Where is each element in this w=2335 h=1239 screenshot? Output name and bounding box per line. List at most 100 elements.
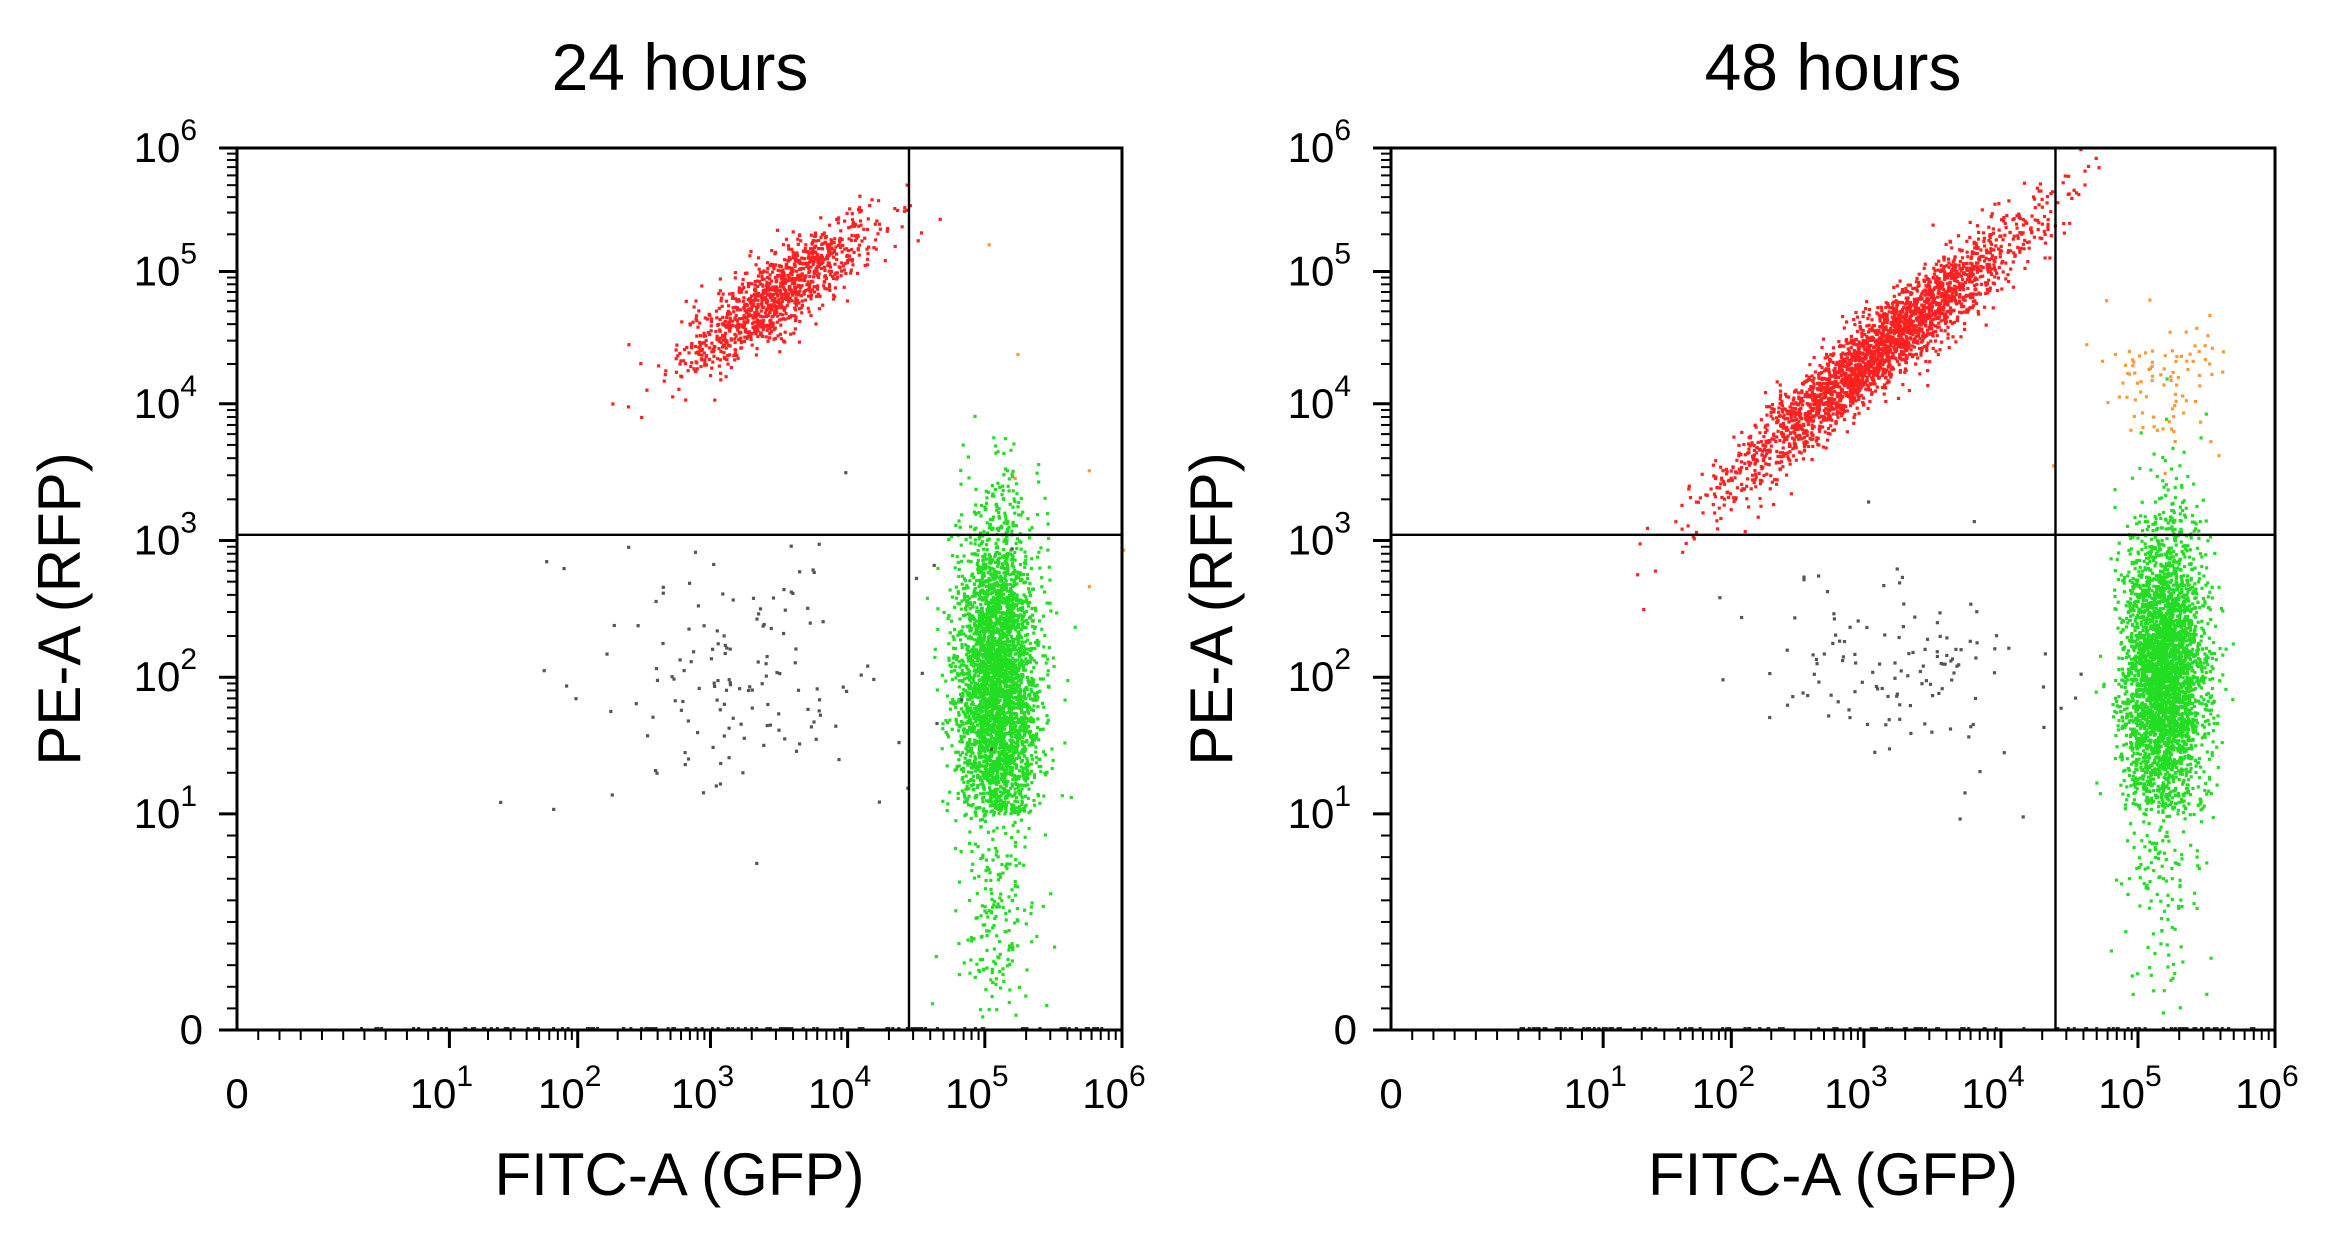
data-point bbox=[936, 607, 940, 611]
data-point bbox=[694, 317, 698, 321]
data-point bbox=[734, 334, 738, 338]
data-point bbox=[1030, 683, 1035, 687]
data-point bbox=[857, 206, 862, 210]
data-point bbox=[835, 275, 839, 279]
data-point bbox=[790, 290, 794, 294]
data-point bbox=[989, 738, 993, 742]
data-point bbox=[1000, 772, 1004, 776]
data-point bbox=[973, 743, 977, 747]
data-point bbox=[1004, 518, 1008, 522]
data-point bbox=[827, 282, 831, 287]
data-point bbox=[710, 341, 714, 345]
data-point bbox=[978, 662, 982, 666]
data-point bbox=[985, 767, 989, 771]
data-point bbox=[994, 914, 998, 919]
data-point bbox=[810, 255, 814, 259]
data-point bbox=[717, 346, 721, 351]
data-point bbox=[981, 653, 985, 657]
data-point bbox=[975, 774, 980, 779]
data-point bbox=[1014, 864, 1018, 868]
data-point bbox=[1032, 631, 1036, 635]
data-point bbox=[990, 967, 994, 971]
data-point bbox=[1039, 546, 1043, 550]
data-point bbox=[775, 320, 779, 324]
data-point bbox=[958, 692, 963, 696]
data-point bbox=[970, 574, 974, 578]
data-point bbox=[1018, 733, 1022, 737]
data-point bbox=[996, 557, 1001, 561]
data-point bbox=[1006, 779, 1010, 784]
data-point bbox=[1018, 810, 1022, 814]
data-point bbox=[951, 656, 956, 660]
data-point bbox=[985, 865, 989, 869]
data-point bbox=[763, 296, 767, 300]
data-point bbox=[765, 270, 769, 274]
data-point bbox=[967, 678, 971, 682]
data-point bbox=[741, 277, 745, 282]
data-point bbox=[1021, 743, 1025, 747]
data-point bbox=[962, 595, 966, 599]
data-point bbox=[1011, 679, 1015, 683]
data-point bbox=[979, 580, 983, 584]
data-point bbox=[745, 316, 749, 320]
data-point bbox=[997, 621, 1001, 625]
data-point bbox=[954, 701, 958, 705]
data-point bbox=[819, 235, 823, 239]
data-point bbox=[972, 624, 977, 628]
data-point bbox=[781, 313, 785, 317]
data-point bbox=[1069, 795, 1073, 800]
data-point bbox=[1009, 854, 1013, 858]
data-point bbox=[976, 707, 980, 711]
data-point bbox=[1012, 620, 1016, 624]
data-point bbox=[993, 664, 997, 668]
data-point bbox=[980, 619, 984, 623]
data-point bbox=[690, 361, 694, 365]
data-point bbox=[627, 545, 631, 549]
data-point bbox=[956, 590, 960, 594]
data-point bbox=[1026, 783, 1030, 787]
data-point bbox=[773, 311, 777, 315]
data-point bbox=[997, 599, 1001, 603]
data-point bbox=[996, 481, 1000, 485]
data-point bbox=[1051, 656, 1055, 660]
data-point bbox=[817, 272, 821, 276]
data-point bbox=[757, 612, 761, 616]
data-point bbox=[1026, 796, 1030, 800]
data-point bbox=[990, 644, 994, 649]
data-point bbox=[1012, 626, 1016, 630]
data-point bbox=[953, 768, 957, 772]
data-point bbox=[1007, 477, 1011, 481]
data-point bbox=[972, 582, 976, 586]
data-point bbox=[966, 659, 970, 663]
data-point bbox=[793, 259, 797, 263]
data-point bbox=[994, 729, 998, 733]
data-point bbox=[991, 771, 995, 775]
data-point bbox=[698, 321, 702, 325]
data-point bbox=[959, 468, 963, 472]
data-point bbox=[755, 861, 759, 865]
data-point bbox=[962, 687, 966, 692]
data-point bbox=[1031, 613, 1035, 617]
data-point bbox=[1023, 550, 1027, 554]
data-point bbox=[742, 736, 746, 740]
data-point bbox=[821, 620, 825, 624]
data-point bbox=[957, 880, 962, 884]
data-point bbox=[872, 677, 876, 681]
data-point bbox=[1030, 780, 1034, 785]
data-point bbox=[1033, 691, 1037, 695]
data-point bbox=[981, 774, 985, 778]
data-point bbox=[885, 229, 889, 233]
data-point bbox=[893, 207, 897, 211]
data-point bbox=[1047, 685, 1051, 689]
data-point bbox=[746, 335, 750, 339]
data-point bbox=[1007, 489, 1011, 493]
data-point bbox=[965, 603, 969, 607]
data-point bbox=[989, 649, 993, 653]
data-point bbox=[788, 314, 792, 319]
data-point bbox=[955, 764, 959, 768]
data-point bbox=[746, 313, 750, 317]
data-point bbox=[1004, 579, 1008, 583]
data-point bbox=[663, 373, 667, 377]
data-point bbox=[977, 688, 981, 692]
data-point bbox=[971, 676, 975, 680]
